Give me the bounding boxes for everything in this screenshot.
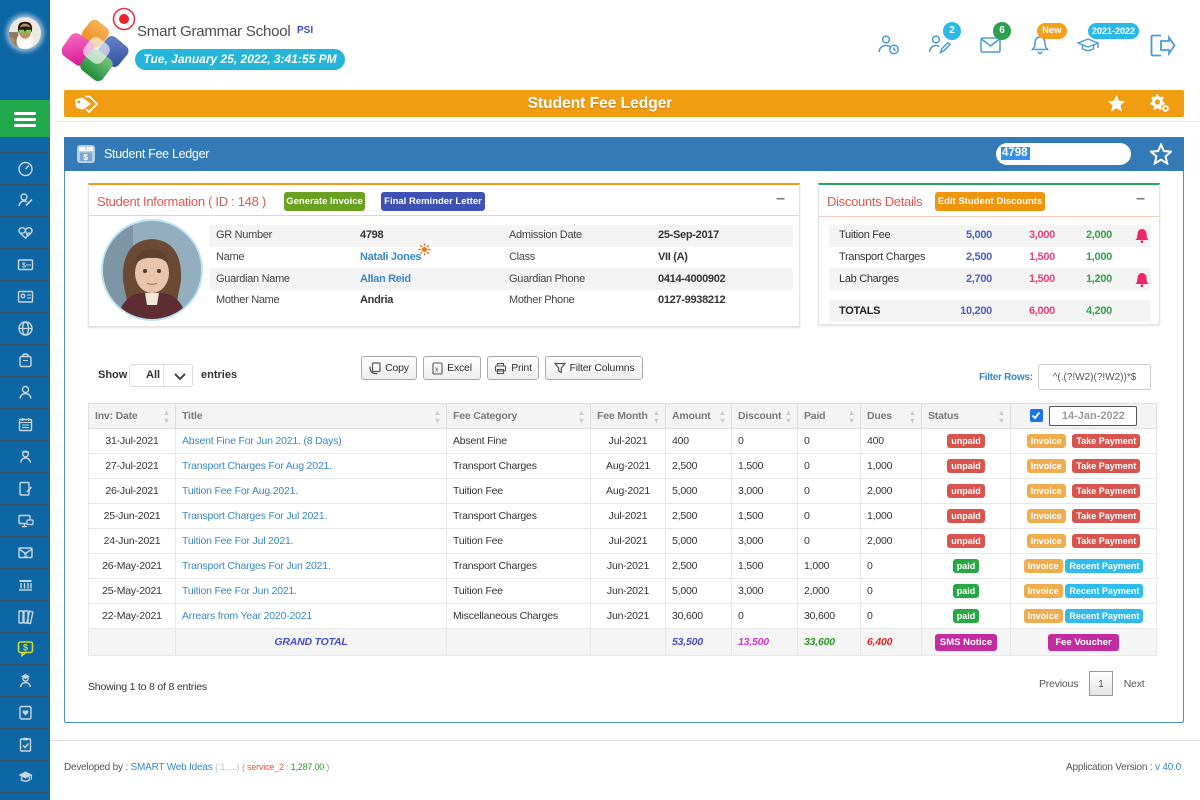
svg-text:$: $ (83, 152, 88, 162)
svg-text:$: $ (22, 263, 26, 270)
svg-text:$: $ (23, 552, 27, 559)
svg-text:x: x (435, 366, 439, 373)
svg-text:$: $ (23, 643, 28, 653)
